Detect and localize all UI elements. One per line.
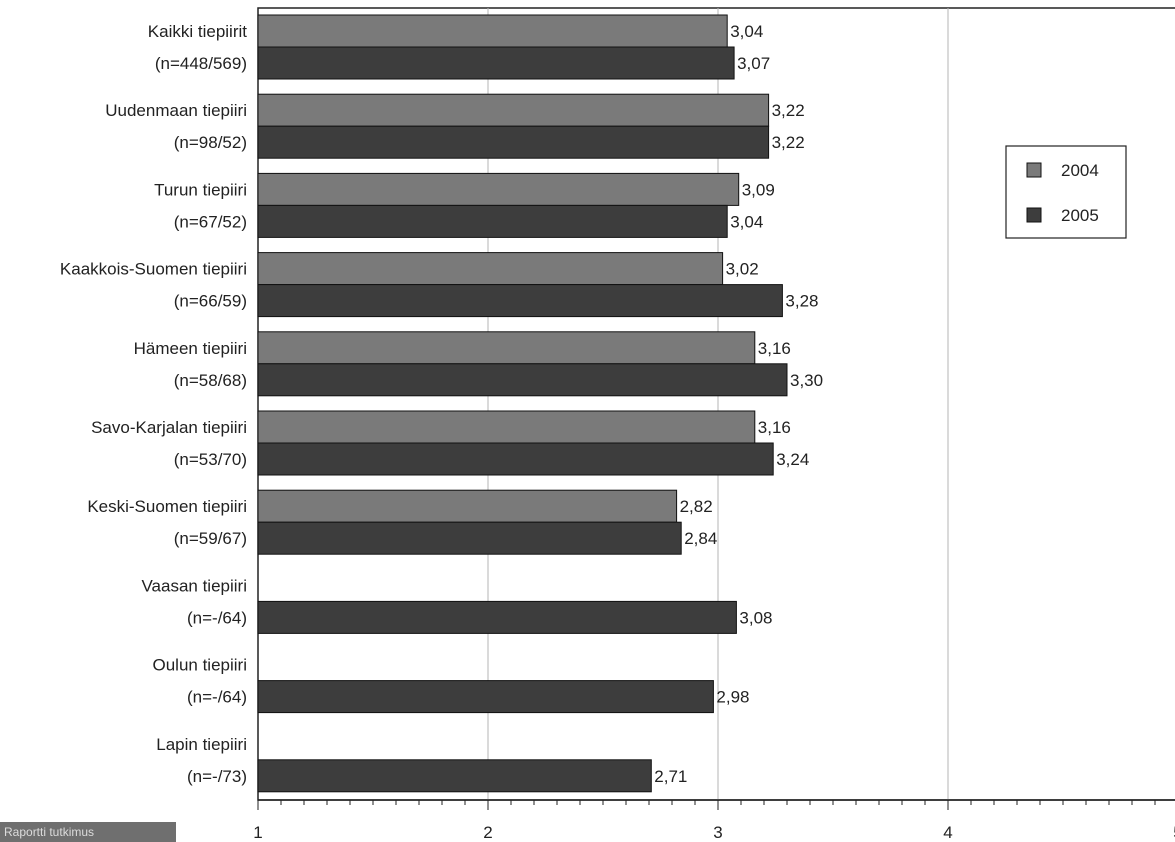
bar-2005 <box>257 600 737 634</box>
category-label: Uudenmaan tiepiiri <box>105 101 247 120</box>
value-label: 3,04 <box>730 22 763 41</box>
bar-2005 <box>257 442 774 476</box>
value-label: 3,16 <box>758 339 791 358</box>
category-label: (n=98/52) <box>174 133 247 152</box>
category-label: (n=448/569) <box>155 54 247 73</box>
category-label: (n=-/64) <box>187 608 247 627</box>
category-label: (n=66/59) <box>174 292 247 311</box>
bar-2005 <box>257 284 783 318</box>
bar-2004 <box>257 172 740 206</box>
category-label: Oulun tiepiiri <box>153 656 248 675</box>
value-label: 2,98 <box>716 688 749 707</box>
value-label: 3,24 <box>776 450 809 469</box>
value-label: 2,84 <box>684 529 717 548</box>
value-label: 2,71 <box>654 767 687 786</box>
category-label: Keski-Suomen tiepiiri <box>87 497 247 516</box>
legend <box>1005 145 1127 239</box>
x-tick-label: 5 <box>1173 823 1175 842</box>
x-tick-label: 1 <box>253 823 262 842</box>
value-label: 3,16 <box>758 418 791 437</box>
footer-tag: Raportti tutkimus <box>0 822 176 842</box>
x-tick-label: 2 <box>483 823 492 842</box>
category-label: Lapin tiepiiri <box>156 735 247 754</box>
bar-2004 <box>257 252 724 286</box>
value-label: 3,08 <box>739 608 772 627</box>
category-label: Kaikki tiepiirit <box>148 22 247 41</box>
legend-label-2004: 2004 <box>1061 161 1099 180</box>
bar-2005 <box>257 680 714 714</box>
value-label: 3,04 <box>730 212 763 231</box>
bar-2005 <box>257 759 652 793</box>
category-label: (n=59/67) <box>174 529 247 548</box>
category-label: (n=53/70) <box>174 450 247 469</box>
x-tick-label: 3 <box>713 823 722 842</box>
value-label: 3,30 <box>790 371 823 390</box>
value-label: 3,22 <box>772 101 805 120</box>
legend-swatch-2005 <box>1026 207 1042 223</box>
category-label: (n=58/68) <box>174 371 247 390</box>
value-label: 3,07 <box>737 54 770 73</box>
legend-label-2005: 2005 <box>1061 206 1099 225</box>
category-label: (n=67/52) <box>174 212 247 231</box>
bar-2005 <box>257 521 682 555</box>
bar-2005 <box>257 46 735 80</box>
category-label: (n=-/64) <box>187 688 247 707</box>
bar-2004 <box>257 489 678 523</box>
category-label: (n=-/73) <box>187 767 247 786</box>
category-label: Hämeen tiepiiri <box>134 339 247 358</box>
value-label: 3,22 <box>772 133 805 152</box>
value-label: 3,09 <box>742 180 775 199</box>
bar-2004 <box>257 14 728 48</box>
category-label: Turun tiepiiri <box>154 180 247 199</box>
category-label: Vaasan tiepiiri <box>141 576 247 595</box>
bar-2004 <box>257 410 756 444</box>
bar-2005 <box>257 204 728 238</box>
bar-2005 <box>257 125 770 159</box>
bar-2005 <box>257 363 788 397</box>
bar-2004 <box>257 93 770 127</box>
legend-swatch-2004 <box>1026 162 1042 178</box>
value-label: 3,28 <box>785 292 818 311</box>
category-label: Kaakkois-Suomen tiepiiri <box>60 260 247 279</box>
category-label: Savo-Karjalan tiepiiri <box>91 418 247 437</box>
x-tick-label: 4 <box>943 823 952 842</box>
value-label: 2,82 <box>680 497 713 516</box>
value-label: 3,02 <box>726 260 759 279</box>
bar-2004 <box>257 331 756 365</box>
